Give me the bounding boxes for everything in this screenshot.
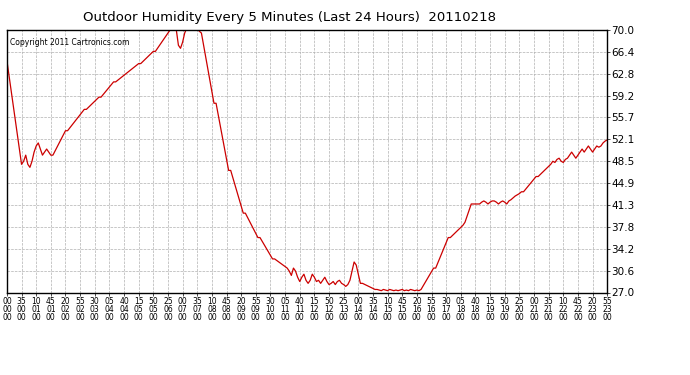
Text: Copyright 2011 Cartronics.com: Copyright 2011 Cartronics.com — [10, 38, 129, 47]
Text: Outdoor Humidity Every 5 Minutes (Last 24 Hours)  20110218: Outdoor Humidity Every 5 Minutes (Last 2… — [83, 11, 496, 24]
